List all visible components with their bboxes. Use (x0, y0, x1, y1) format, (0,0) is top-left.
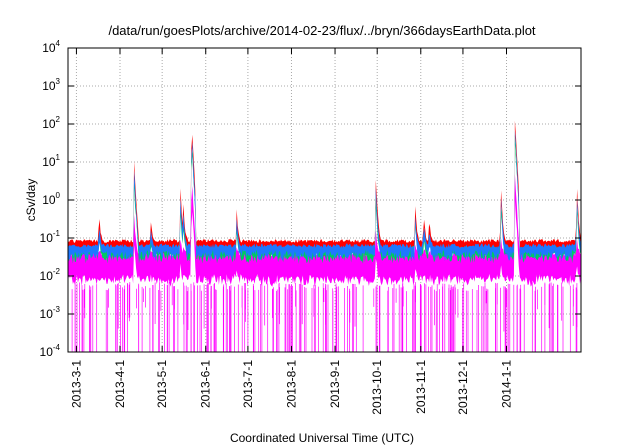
x-tick-label: 2013-7-1 (241, 360, 255, 408)
y-tick-label: 101 (42, 153, 60, 169)
x-tick-label: 2013-10-1 (370, 360, 384, 415)
x-tick-label: 2013-9-1 (328, 360, 342, 408)
series-blue (68, 130, 581, 262)
y-tick-label: 103 (42, 77, 60, 93)
y-tick-label: 102 (42, 115, 60, 131)
series-red (68, 120, 581, 258)
y-tick-label: 10-3 (40, 305, 61, 321)
x-tick-label: 2013-11-1 (414, 360, 428, 414)
x-tick-label: 2013-6-1 (199, 360, 213, 408)
x-tick-label: 2013-4-1 (113, 360, 127, 408)
y-tick-label: 10-4 (40, 343, 61, 359)
x-tick-label: 2013-3-1 (69, 360, 83, 408)
chart-title: /data/run/goesPlots/archive/2014-02-23/f… (108, 23, 535, 38)
axes: 10-4 10-3 10-2 10-1 100 101 102 103 104 2013-3-1 2… (40, 39, 581, 415)
series-magenta (68, 174, 581, 287)
x-tick-label: 2013-12-1 (456, 360, 470, 415)
data-series (68, 120, 581, 352)
series-magenta-dropouts (71, 281, 578, 352)
x-tick-label: 2013-8-1 (284, 360, 298, 408)
y-tick-label: 104 (42, 39, 60, 55)
y-tick-label: 10-1 (40, 229, 61, 245)
x-axis-label: Coordinated Universal Time (UTC) (230, 431, 414, 445)
y-tick-label: 100 (42, 191, 60, 207)
y-axis-label: cSv/day (24, 179, 38, 222)
x-tick-label: 2014-1-1 (500, 360, 514, 408)
x-tick-label: 2013-5-1 (155, 360, 169, 408)
y-tick-label: 10-2 (40, 267, 61, 283)
